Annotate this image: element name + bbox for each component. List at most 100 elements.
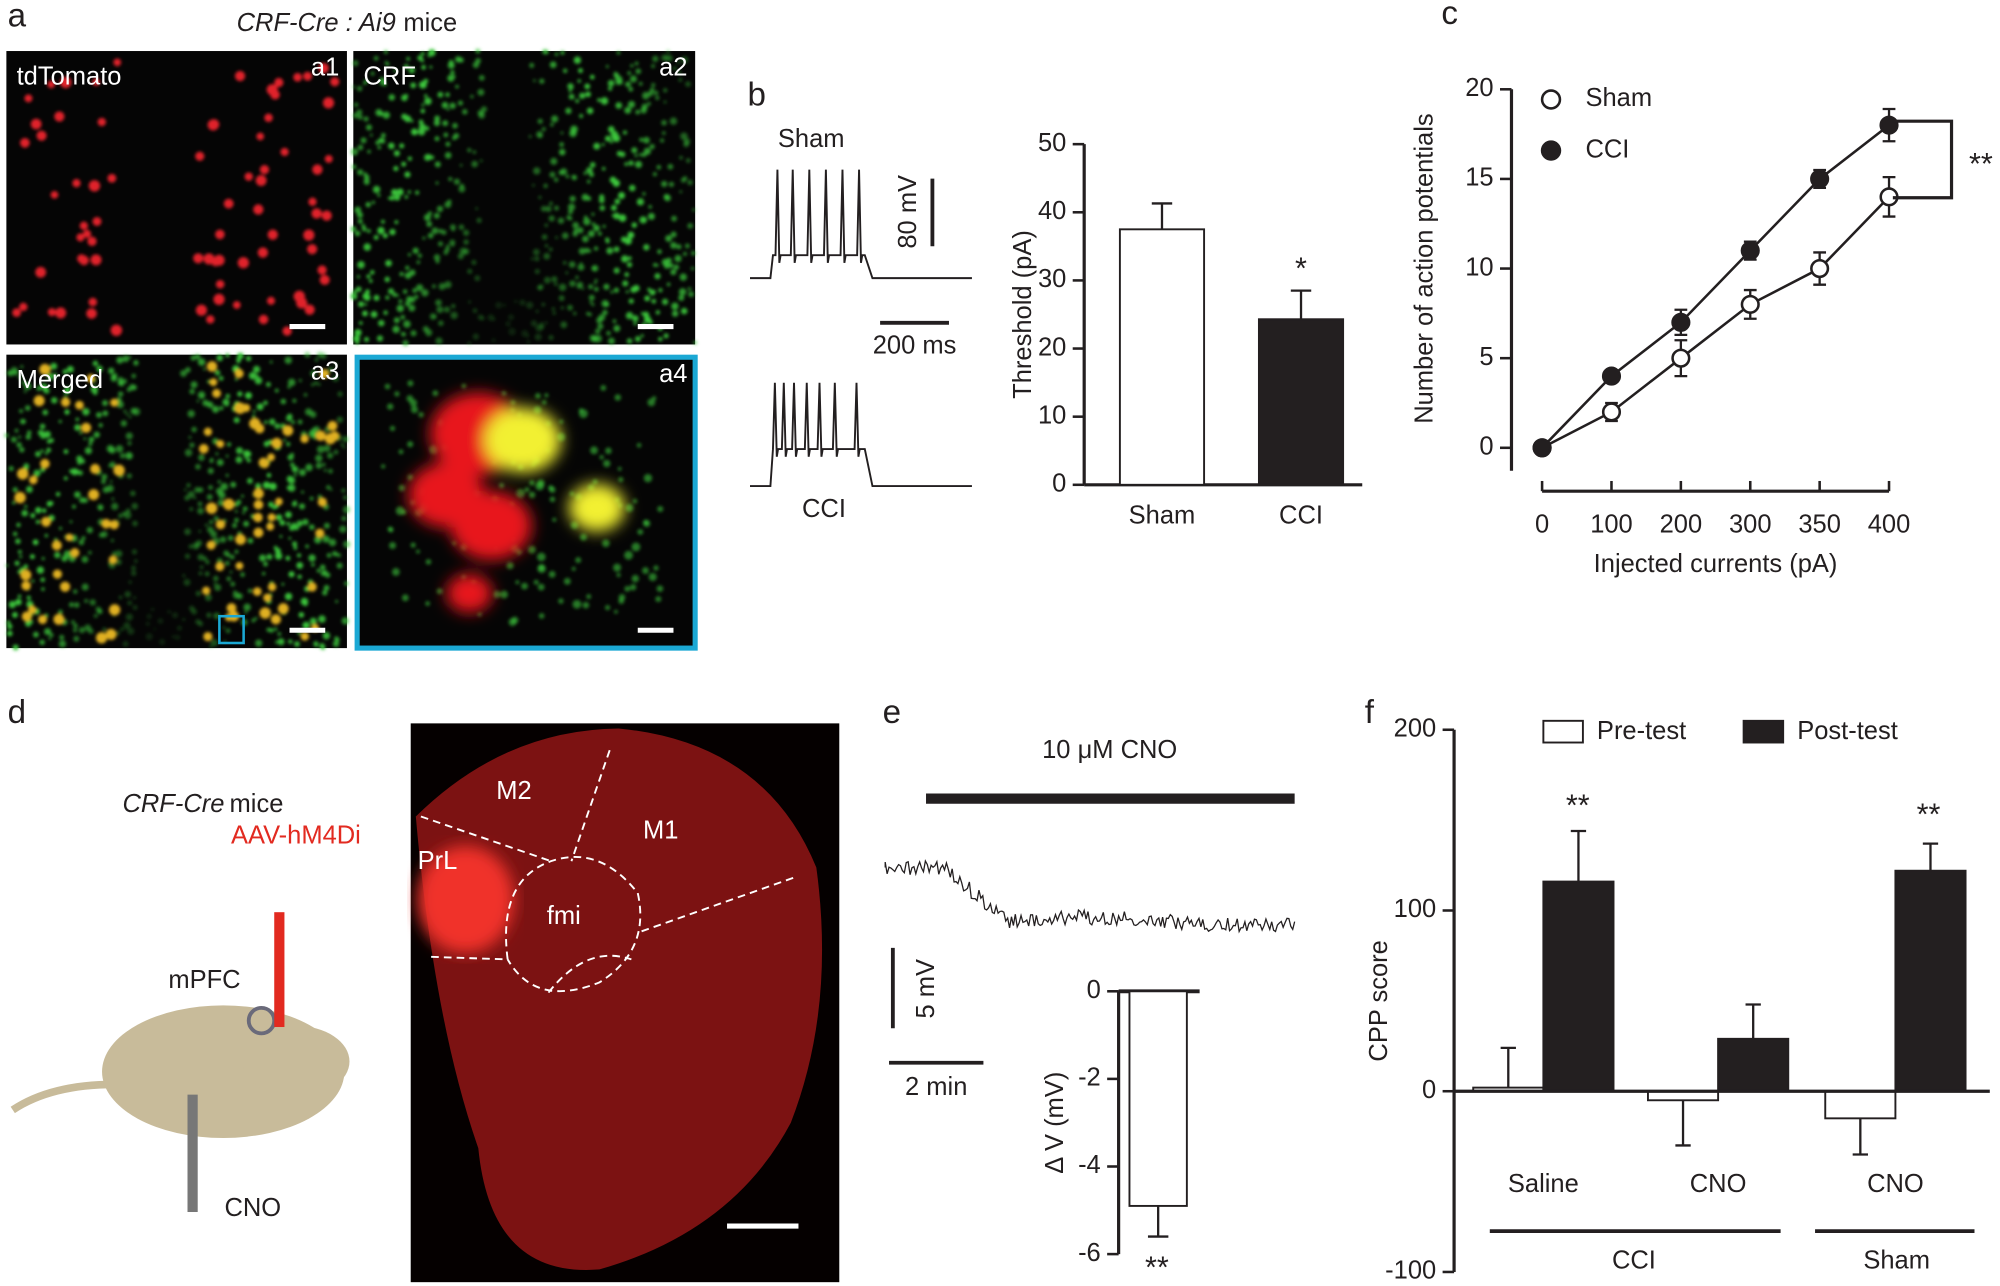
fluorescence xyxy=(360,137,367,144)
fluorescence xyxy=(589,162,596,168)
fluorescence xyxy=(548,215,555,222)
fluorescence xyxy=(356,85,363,92)
fluorescence xyxy=(235,447,243,455)
cell xyxy=(79,221,89,230)
fluorescence xyxy=(46,372,55,381)
fluorescence xyxy=(554,52,559,56)
fluorescence xyxy=(535,324,543,332)
fluorescence xyxy=(243,603,251,612)
fluorescence xyxy=(423,153,431,161)
image-label: CRF xyxy=(364,63,416,91)
fluorescence xyxy=(575,557,582,564)
cell xyxy=(256,132,265,141)
fluorescence xyxy=(102,400,109,406)
fluorescence xyxy=(286,475,294,483)
fluorescence xyxy=(544,244,549,248)
fluorescence xyxy=(548,335,554,341)
fluorescence xyxy=(551,115,559,123)
fluorescence xyxy=(404,272,412,279)
fluorescence xyxy=(668,181,675,187)
fluorescence xyxy=(363,243,371,251)
fluorescence xyxy=(189,388,195,395)
fluorescence xyxy=(560,321,568,329)
fluorescence xyxy=(642,192,646,196)
fluorescence xyxy=(44,533,48,538)
fluorescence xyxy=(679,190,683,194)
fluorescence xyxy=(629,584,637,591)
cell xyxy=(40,458,50,469)
fluorescence xyxy=(373,294,380,301)
fluorescence xyxy=(543,252,551,260)
fluorescence xyxy=(352,85,356,89)
fluorescence xyxy=(391,568,400,576)
fluorescence xyxy=(197,391,206,399)
fluorescence xyxy=(565,271,569,275)
y-tick-label: 0 xyxy=(1087,976,1101,1004)
cell xyxy=(110,398,119,407)
fluorescence xyxy=(185,367,191,373)
fluorescence xyxy=(618,598,625,605)
fluorescence xyxy=(558,295,565,302)
fluorescence xyxy=(297,419,303,425)
fluorescence xyxy=(222,398,230,406)
fluorescence xyxy=(441,229,447,235)
fluorescence xyxy=(286,441,291,447)
fluorescence xyxy=(528,134,532,138)
cell xyxy=(52,569,63,579)
fluorescence xyxy=(126,412,129,416)
fluorescence xyxy=(277,638,285,646)
fluorescence xyxy=(642,91,650,100)
fluorescence xyxy=(25,434,32,440)
fluorescence xyxy=(337,391,343,397)
fluorescence xyxy=(341,488,346,493)
cell xyxy=(234,402,246,414)
fluorescence xyxy=(480,316,485,321)
fluorescence xyxy=(453,178,460,185)
fluorescence xyxy=(450,311,458,320)
fluorescence xyxy=(227,535,234,541)
fluorescence xyxy=(275,514,283,521)
fluorescence xyxy=(357,114,363,120)
cell xyxy=(266,522,275,531)
fluorescence xyxy=(396,304,405,313)
fluorescence xyxy=(593,286,599,292)
cell xyxy=(113,464,125,477)
fluorescence xyxy=(414,294,419,300)
fluorescence xyxy=(477,612,482,617)
fluorescence xyxy=(227,442,232,447)
fluorescence xyxy=(475,48,481,54)
cell xyxy=(319,274,330,286)
fluorescence xyxy=(582,235,589,243)
fluorescence xyxy=(625,311,634,320)
cell xyxy=(86,374,96,383)
fluorescence xyxy=(354,329,362,337)
cell xyxy=(21,580,31,591)
fluorescence xyxy=(36,566,45,574)
fluorescence xyxy=(508,327,516,336)
cell xyxy=(105,628,117,640)
fluorescence xyxy=(472,150,477,154)
fluorescence xyxy=(210,530,218,538)
cell xyxy=(206,540,216,550)
fluorescence xyxy=(120,627,124,632)
fluorescence xyxy=(470,94,474,99)
fluorescence xyxy=(528,491,536,499)
fluorescence xyxy=(624,237,632,245)
fluorescence xyxy=(396,294,400,297)
fluorescence xyxy=(458,57,464,63)
fluorescence xyxy=(594,334,603,343)
fluorescence xyxy=(18,408,24,414)
legend-swatch xyxy=(1742,719,1785,744)
fluorescence xyxy=(293,473,297,477)
cell xyxy=(282,326,292,336)
fluorescence xyxy=(187,490,195,499)
fluorescence xyxy=(434,161,441,168)
fluorescence xyxy=(402,289,408,294)
fluorescence xyxy=(298,612,305,618)
fluorescence xyxy=(384,383,391,390)
fluorescence xyxy=(396,188,404,196)
fluorescence xyxy=(328,468,333,474)
fluorescence xyxy=(191,608,198,615)
fluorescence xyxy=(266,553,273,560)
fluorescence xyxy=(321,462,326,467)
